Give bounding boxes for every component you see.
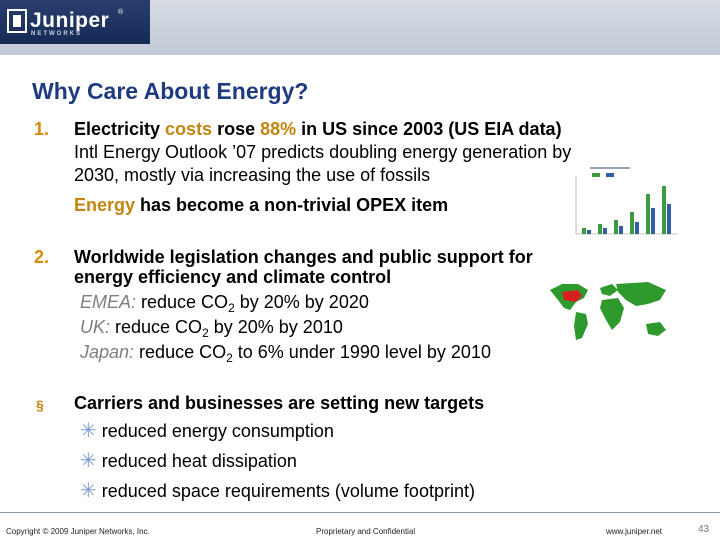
bullet-text-space: reduced space requirements (volume footp…	[101, 481, 475, 501]
page-number: 43	[698, 524, 710, 535]
chart-thumbnail-bar	[635, 222, 639, 234]
bullet-text-energy: reduced energy consumption	[101, 421, 334, 441]
point1-highlight-costs: costs	[165, 119, 213, 139]
point2-line1: Worldwide legislation changes and public…	[74, 247, 533, 267]
map-australia	[646, 322, 666, 336]
chart-legend-bar	[590, 167, 630, 169]
logo-registered-mark: ®	[118, 9, 124, 16]
japan-text-a: reduce CO	[134, 342, 227, 362]
point1-highlight-energy: Energy	[74, 195, 136, 215]
point3-marker: §	[36, 397, 44, 413]
point1-line3: 2030, mostly via increasing the use of f…	[74, 165, 431, 185]
map-europe	[600, 284, 618, 296]
point2-uk: UK: reduce CO2 by 20% by 2010	[80, 316, 343, 340]
map-asia	[616, 282, 666, 306]
point2-japan: Japan: reduce CO2 to 6% under 1990 level…	[80, 341, 491, 365]
world-map-image	[550, 282, 666, 340]
footer-divider	[0, 512, 720, 513]
chart-thumbnail-bar	[619, 226, 623, 234]
chart-thumbnail-bar	[603, 228, 607, 234]
chart-thumbnail-bar	[646, 194, 650, 234]
asterisk-bullet-icon: ✳	[80, 480, 97, 502]
uk-text-b: by 20% by 2010	[208, 317, 343, 337]
chart-legend-swatch-blue	[606, 173, 614, 177]
point2-line2: energy efficiency and climate control	[74, 267, 392, 287]
footer-confidential: Proprietary and Confidential	[316, 527, 416, 536]
map-usa-highlight	[562, 290, 582, 302]
chart-thumbnail-bar	[667, 204, 671, 234]
point1-line4-text: has become a non-trivial OPEX item	[135, 195, 449, 215]
point1-text-a: Electricity	[74, 119, 166, 139]
chart-thumbnail-bar	[582, 228, 586, 234]
emea-text-a: reduce CO	[136, 292, 229, 312]
logo-subtitle: NETWORKS	[31, 31, 82, 37]
header-bar: Juniper ® NETWORKS	[0, 0, 720, 55]
asterisk-bullet-icon: ✳	[80, 450, 97, 472]
map-africa	[600, 298, 624, 330]
emea-subscript: 2	[228, 301, 235, 315]
energy-bar-chart-thumbnail	[560, 164, 680, 246]
emea-text-b: by 20% by 2020	[234, 292, 369, 312]
point1-line1: Electricity costs rose 88% in US since 2…	[74, 118, 562, 140]
japan-text-b: to 6% under 1990 level by 2010	[232, 342, 491, 362]
chart-thumbnail-bar	[651, 208, 655, 234]
footer-copyright: Copyright © 2009 Juniper Networks, Inc.	[6, 527, 150, 536]
logo-wordmark: Juniper	[30, 9, 110, 32]
juniper-logo-icon	[7, 9, 27, 33]
point1-text-e: in US since 2003 (US EIA data)	[296, 119, 562, 139]
uk-label: UK:	[80, 317, 111, 337]
chart-thumbnail-bar	[614, 220, 618, 234]
point3-heading: Carriers and businesses are setting new …	[74, 393, 485, 413]
asterisk-bullet-icon: ✳	[80, 420, 97, 442]
point2-marker: 2.	[34, 247, 50, 267]
emea-label: EMEA:	[80, 292, 137, 312]
point1-line2: Intl Energy Outlook ’07 predicts doublin…	[74, 142, 572, 162]
chart-thumbnail-bar	[662, 186, 666, 234]
point1-highlight-percent: 88%	[260, 119, 297, 139]
point2-emea: EMEA: reduce CO2 by 20% by 2020	[80, 291, 369, 315]
point3-bullet-1: ✳ reduced energy consumption	[80, 420, 334, 442]
map-south-america	[574, 312, 588, 340]
chart-thumbnail-bar	[587, 230, 591, 234]
point1-line4: Energy has become a non-trivial OPEX ite…	[74, 194, 448, 216]
point3-bullet-2: ✳ reduced heat dissipation	[80, 450, 297, 472]
chart-thumbnail-bar	[630, 212, 634, 234]
point3-bullet-3: ✳ reduced space requirements (volume foo…	[80, 480, 475, 502]
point1-text-c: rose	[212, 119, 261, 139]
chart-legend-swatch-green	[592, 173, 600, 177]
bullet-text-heat: reduced heat dissipation	[101, 451, 297, 471]
chart-thumbnail-bar	[598, 224, 602, 234]
slide-title: Why Care About Energy?	[32, 78, 309, 104]
uk-text-a: reduce CO	[110, 317, 203, 337]
japan-label: Japan:	[80, 342, 135, 362]
uk-subscript: 2	[202, 326, 209, 340]
point1-marker: 1.	[34, 119, 50, 139]
juniper-logo: Juniper ® NETWORKS	[0, 0, 150, 44]
footer-url: www.juniper.net	[606, 527, 663, 536]
japan-subscript: 2	[226, 351, 233, 365]
